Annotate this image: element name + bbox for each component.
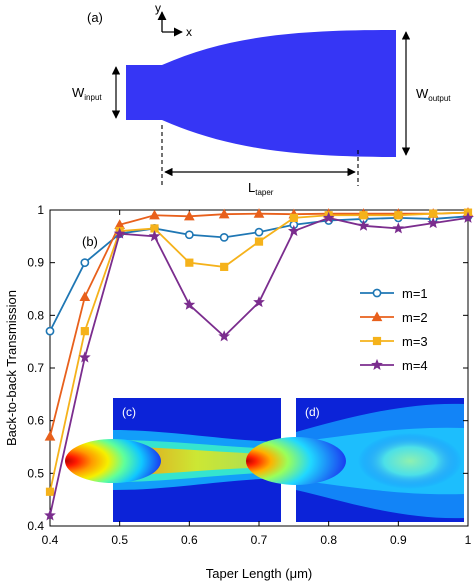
data-point [149, 209, 160, 220]
y-tick-label: 1 [37, 203, 44, 217]
data-point [183, 210, 195, 221]
y-tick-label: 0.4 [27, 519, 44, 533]
series-m=4 [44, 211, 474, 521]
axis-x-label: x [186, 25, 192, 39]
inset-d-label: (d) [305, 405, 320, 419]
x-tick-label: 0.8 [320, 533, 337, 547]
y-tick-label: 0.9 [27, 256, 44, 270]
x-tick-label: 0.5 [111, 533, 128, 547]
data-point [148, 230, 161, 242]
data-point [359, 211, 368, 220]
y-axis-ticks: 0.4 0.5 0.6 0.7 0.8 0.9 1 [27, 203, 468, 533]
x-tick-label: 1 [465, 533, 472, 547]
data-point [113, 227, 126, 239]
data-point [78, 351, 91, 363]
data-point [79, 291, 91, 301]
taper-waveguide [126, 30, 396, 157]
data-point [254, 237, 264, 246]
data-point [80, 258, 90, 268]
legend-entry: m=2 [360, 310, 428, 325]
x-tick-label: 0.4 [42, 533, 59, 547]
data-point [183, 298, 196, 310]
x-axis-title: Taper Length (μm) [206, 566, 312, 581]
x-tick-label: 0.6 [181, 533, 198, 547]
legend-label: m=1 [402, 286, 428, 301]
data-point [462, 211, 474, 223]
data-point [184, 230, 194, 240]
data-point [427, 217, 440, 229]
inset-c-label: (c) [122, 405, 136, 419]
data-point [218, 208, 230, 219]
y-tick-label: 0.6 [27, 414, 44, 428]
data-point [253, 208, 265, 218]
legend-swatch-marker [371, 311, 383, 322]
x-tick-label: 0.9 [390, 533, 407, 547]
legend-swatch-marker [371, 358, 383, 370]
w-output-label: Woutput [416, 86, 451, 103]
data-point [253, 296, 265, 308]
data-point [287, 224, 300, 237]
w-input-label: Winput [72, 85, 102, 102]
data-point [185, 258, 194, 267]
data-point [219, 232, 229, 242]
axis-y-label: y [155, 1, 161, 15]
data-point [392, 222, 405, 234]
legend-entry: m=3 [360, 334, 428, 349]
data-point [218, 330, 231, 342]
legend-swatch-marker [372, 288, 382, 298]
data-point [254, 227, 264, 237]
legend-label: m=2 [402, 310, 428, 325]
inset-d: (d) [246, 398, 464, 522]
data-point [394, 211, 403, 220]
y-tick-label: 0.7 [27, 361, 44, 375]
legend: m=1 m=2 m=3 m=4 [360, 286, 428, 373]
series-layer [44, 207, 474, 521]
data-point [322, 211, 335, 223]
data-point [357, 219, 370, 231]
inset-c: (c) [65, 398, 281, 522]
y-axis-title: Back-to-back Transmission [4, 290, 19, 446]
legend-entry: m=1 [360, 286, 428, 301]
data-point [45, 487, 55, 496]
data-point [44, 509, 56, 521]
y-tick-label: 0.8 [27, 308, 44, 322]
legend-entry: m=4 [360, 358, 428, 373]
panel-a: (a) y x Winput Woutput Ltaper [72, 1, 451, 197]
panel-b-chart: (c) (d) (b) 0.4 0.5 0.6 0.7 0.8 0.9 1 0.40.50.… [4, 203, 474, 581]
data-point [45, 326, 55, 336]
panel-b-label: (b) [82, 234, 98, 249]
data-point [220, 262, 229, 271]
legend-label: m=3 [402, 334, 428, 349]
legend-label: m=4 [402, 358, 428, 373]
panel-a-label: (a) [87, 10, 103, 25]
l-taper-label: Ltaper [248, 180, 274, 197]
data-point [429, 209, 438, 218]
x-tick-label: 0.7 [251, 533, 268, 547]
data-point [80, 327, 89, 336]
data-point [44, 430, 56, 441]
legend-swatch-marker [372, 336, 382, 346]
data-point [289, 213, 298, 223]
y-tick-label: 0.5 [27, 466, 44, 480]
